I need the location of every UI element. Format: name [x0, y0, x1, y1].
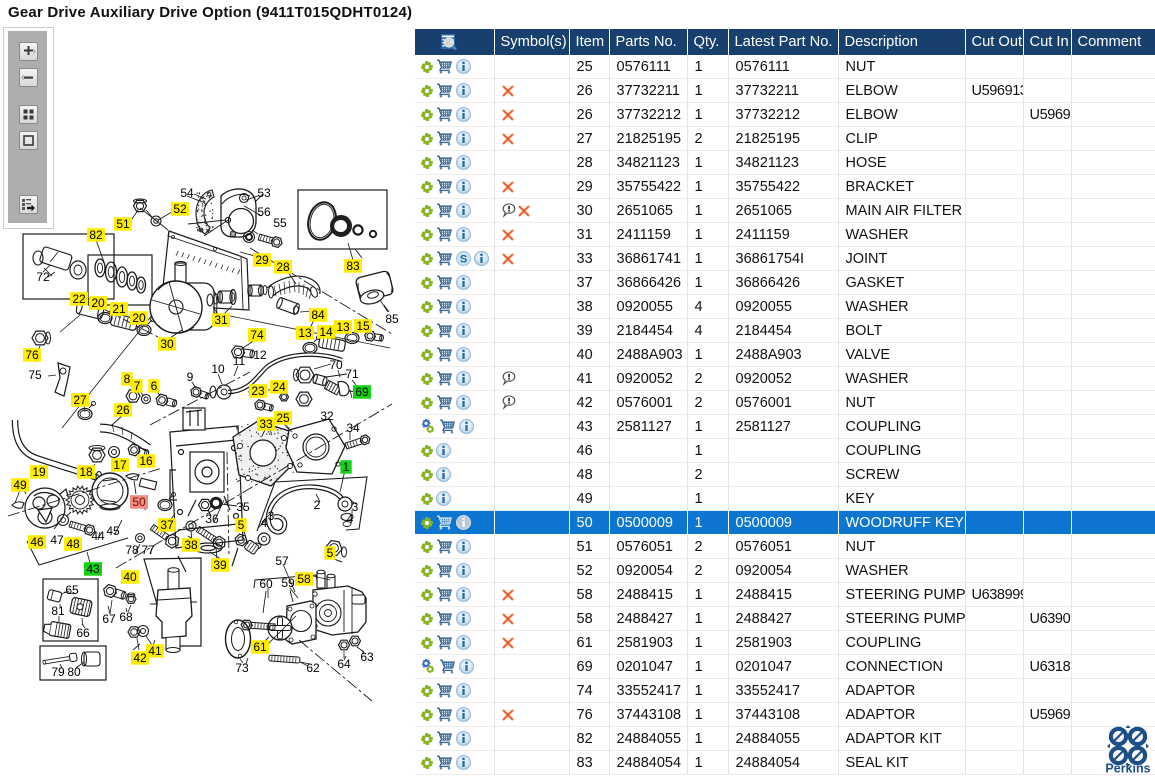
svg-text:63: 63 [360, 650, 374, 664]
svg-text:10: 10 [211, 362, 225, 376]
svg-text:70: 70 [329, 358, 343, 372]
svg-text:36: 36 [205, 512, 219, 526]
svg-text:38: 38 [184, 538, 198, 552]
svg-text:52: 52 [173, 202, 187, 216]
svg-text:75: 75 [28, 368, 42, 382]
svg-text:32: 32 [320, 409, 334, 423]
svg-text:61: 61 [253, 640, 267, 654]
svg-text:71: 71 [345, 367, 359, 381]
svg-text:85: 85 [385, 312, 399, 326]
svg-text:8: 8 [124, 372, 131, 386]
svg-text:16: 16 [139, 454, 153, 468]
svg-text:46: 46 [30, 535, 44, 549]
svg-text:45: 45 [106, 524, 120, 538]
svg-text:41: 41 [148, 644, 162, 658]
svg-text:Perkins: Perkins [1105, 762, 1150, 776]
svg-text:21: 21 [112, 302, 126, 316]
svg-text:84: 84 [311, 308, 325, 322]
svg-text:34: 34 [346, 421, 360, 435]
svg-text:80: 80 [67, 665, 81, 679]
svg-text:77: 77 [141, 543, 155, 557]
svg-text:53: 53 [257, 186, 271, 200]
svg-text:5: 5 [327, 546, 334, 560]
svg-text:37: 37 [160, 518, 174, 532]
svg-text:58: 58 [297, 572, 311, 586]
svg-text:31: 31 [214, 313, 228, 327]
svg-text:74: 74 [250, 328, 264, 342]
svg-text:6: 6 [151, 379, 158, 393]
svg-text:54: 54 [180, 186, 194, 200]
svg-text:83: 83 [346, 259, 360, 273]
svg-text:5: 5 [238, 518, 245, 532]
svg-text:14: 14 [319, 325, 333, 339]
svg-text:28: 28 [276, 260, 290, 274]
svg-text:44: 44 [91, 529, 105, 543]
svg-text:11: 11 [233, 354, 246, 368]
svg-text:1: 1 [343, 460, 350, 474]
svg-text:3: 3 [268, 509, 275, 523]
svg-text:81: 81 [51, 604, 65, 618]
svg-text:4: 4 [261, 516, 268, 530]
svg-text:50: 50 [132, 495, 146, 509]
svg-text:47: 47 [50, 533, 64, 547]
svg-text:56: 56 [257, 205, 271, 219]
svg-text:S: S [460, 254, 467, 266]
svg-text:4: 4 [347, 512, 354, 526]
svg-text:64: 64 [337, 657, 351, 671]
svg-text:2: 2 [314, 498, 321, 512]
svg-text:13: 13 [298, 326, 312, 340]
svg-text:48: 48 [66, 537, 80, 551]
svg-text:22: 22 [72, 292, 86, 306]
svg-text:19: 19 [32, 465, 46, 479]
svg-text:3: 3 [352, 500, 359, 514]
svg-text:76: 76 [25, 348, 39, 362]
svg-text:66: 66 [76, 626, 90, 640]
svg-text:15: 15 [356, 319, 370, 333]
svg-text:68: 68 [119, 610, 133, 624]
svg-text:79: 79 [51, 665, 65, 679]
svg-text:72: 72 [36, 270, 50, 284]
svg-text:39: 39 [213, 558, 227, 572]
svg-text:51: 51 [116, 217, 130, 231]
svg-text:23: 23 [251, 384, 265, 398]
svg-text:42: 42 [133, 651, 147, 665]
svg-text:33: 33 [259, 417, 273, 431]
svg-text:65: 65 [65, 583, 79, 597]
svg-text:25: 25 [276, 411, 290, 425]
svg-text:57: 57 [275, 554, 289, 568]
svg-text:13: 13 [336, 320, 350, 334]
svg-text:55: 55 [273, 216, 287, 230]
svg-text:59: 59 [281, 576, 295, 590]
svg-text:30: 30 [160, 337, 174, 351]
svg-text:27: 27 [73, 393, 87, 407]
svg-text:7: 7 [134, 379, 141, 393]
svg-text:82: 82 [89, 228, 103, 242]
svg-text:69: 69 [355, 385, 369, 399]
svg-text:24: 24 [272, 380, 286, 394]
svg-text:49: 49 [13, 478, 27, 492]
svg-text:67: 67 [102, 612, 116, 626]
svg-text:43: 43 [86, 562, 100, 576]
svg-text:35: 35 [236, 500, 250, 514]
svg-text:62: 62 [306, 661, 320, 675]
svg-text:20: 20 [91, 296, 105, 310]
svg-text:20: 20 [132, 311, 146, 325]
svg-text:9: 9 [187, 370, 194, 384]
svg-text:78: 78 [125, 543, 139, 557]
svg-text:12: 12 [253, 348, 267, 362]
svg-text:26: 26 [116, 403, 130, 417]
svg-text:18: 18 [79, 465, 93, 479]
svg-text:17: 17 [113, 458, 127, 472]
svg-text:40: 40 [123, 570, 137, 584]
svg-text:29: 29 [255, 253, 269, 267]
svg-text:60: 60 [259, 577, 273, 591]
svg-text:73: 73 [235, 661, 249, 675]
